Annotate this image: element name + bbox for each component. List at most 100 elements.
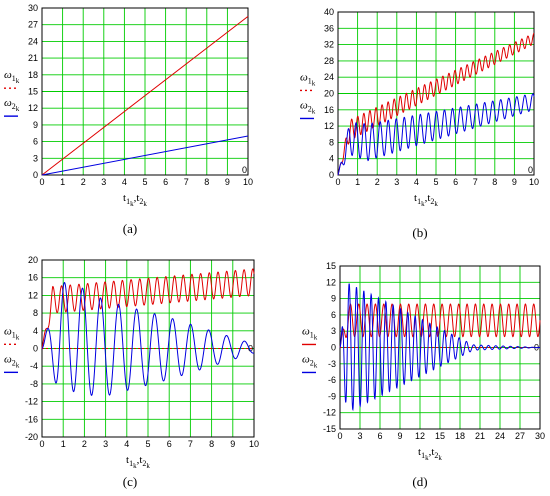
chart-panel-2: 0 1 2 3 4 5 6 7 8 9 1004812162024283236400ω1kω2kt1… xyxy=(300,7,539,240)
series-line-w1 xyxy=(337,32,535,176)
x-tick-label: 27 xyxy=(515,431,525,441)
y-tick-label: 24 xyxy=(28,36,38,46)
chart-panel-3: 0 1 2 3 4 5 6 7 8 9 10-20-16-12-8-40481216200ω1kω2… xyxy=(4,255,259,489)
x-axis-label: t1k,t2k xyxy=(414,192,438,208)
y-tick-label: -8 xyxy=(30,379,38,389)
x-tick-label: 0 xyxy=(39,177,44,187)
x-tick-label: 8 xyxy=(209,439,214,449)
x-tick-label: 6 xyxy=(167,439,172,449)
series-line-w1 xyxy=(41,15,249,176)
x-tick-label: 9 xyxy=(225,177,230,187)
y-tick-label: 30 xyxy=(28,3,38,13)
y-tick-label: -3 xyxy=(328,359,336,369)
x-tick-label: 9 xyxy=(397,431,402,441)
x-tick-label: 1 xyxy=(355,177,360,187)
x-axis-label: t1k,t2k xyxy=(123,192,147,208)
series-line-w1 xyxy=(339,303,541,348)
x-tick-label: 1 xyxy=(60,177,65,187)
x-axis-label: t1k,t2k xyxy=(126,454,150,470)
y-tick-label: 0 xyxy=(331,343,336,353)
y-tick-label: -16 xyxy=(25,414,38,424)
x-tick-label: 0 xyxy=(337,431,342,441)
y-tick-label: 6 xyxy=(331,310,336,320)
y-tick-label: 0 xyxy=(33,170,38,180)
x-tick-label: 30 xyxy=(535,431,545,441)
y-tick-label: -15 xyxy=(323,424,336,434)
y-tick-label: 8 xyxy=(33,308,38,318)
x-tick-label: 6 xyxy=(453,177,458,187)
y-tick-label: 4 xyxy=(33,326,38,336)
series-line-w1 xyxy=(41,268,255,349)
series-line-w2 xyxy=(41,282,255,396)
y-tick-label: 0 xyxy=(329,170,334,180)
panel-caption: (b) xyxy=(412,225,427,240)
x-tick-label: 10 xyxy=(529,177,539,187)
x-tick-label: 24 xyxy=(495,431,505,441)
x-tick-label: 1 xyxy=(61,439,66,449)
x-tick-label: 6 xyxy=(163,177,168,187)
x-tick-label: 8 xyxy=(492,177,497,187)
y-tick-label: 12 xyxy=(326,277,336,287)
x-tick-label: 4 xyxy=(122,177,127,187)
y-tick-label: -4 xyxy=(30,361,38,371)
y-tick-label: 40 xyxy=(324,7,334,17)
x-tick-label: 7 xyxy=(184,177,189,187)
x-tick-label: 7 xyxy=(473,177,478,187)
plot-frame xyxy=(41,7,249,176)
y-tick-label: 24 xyxy=(324,72,334,82)
y-tick-label: 18 xyxy=(28,70,38,80)
y-tick-label: 4 xyxy=(329,154,334,164)
chart-panel-4: 0 3 6 9 12 15 18 21 24 27 30-15-12-9-6-3036912150ω… xyxy=(302,261,545,489)
x-tick-label: 10 xyxy=(249,439,259,449)
y-tick-label: 3 xyxy=(33,153,38,163)
end-marker-label: 0 xyxy=(242,165,247,175)
x-tick-label: 5 xyxy=(145,439,150,449)
chart-panel-1: 0 1 2 3 4 5 6 7 8 9 100369121518212427300ω1kω2kt1k… xyxy=(4,3,253,236)
x-tick-label: 12 xyxy=(415,431,425,441)
y-tick-label: -9 xyxy=(328,391,336,401)
x-tick-label: 2 xyxy=(82,439,87,449)
y-tick-label: 12 xyxy=(324,121,334,131)
x-tick-label: 0 xyxy=(39,439,44,449)
y-tick-label: 8 xyxy=(329,137,334,147)
x-tick-label: 18 xyxy=(455,431,465,441)
y-tick-label: 9 xyxy=(33,120,38,130)
x-tick-label: 3 xyxy=(101,177,106,187)
y-tick-label: 20 xyxy=(324,89,334,99)
y-tick-label: -6 xyxy=(328,375,336,385)
y-tick-label: 27 xyxy=(28,20,38,30)
x-tick-label: 3 xyxy=(357,431,362,441)
x-tick-label: 3 xyxy=(394,177,399,187)
legend-label: ω2k xyxy=(300,99,316,115)
y-tick-label: 16 xyxy=(28,273,38,283)
legend-label: ω2k xyxy=(4,97,20,113)
series-line-w2 xyxy=(337,93,535,176)
y-tick-label: 21 xyxy=(28,53,38,63)
x-tick-label: 21 xyxy=(475,431,485,441)
y-tick-label: 12 xyxy=(28,103,38,113)
panel-caption: (a) xyxy=(123,221,137,236)
series-line-w2 xyxy=(41,135,249,176)
x-tick-label: 8 xyxy=(204,177,209,187)
x-tick-label: 5 xyxy=(142,177,147,187)
y-tick-label: 3 xyxy=(331,326,336,336)
y-tick-label: -20 xyxy=(25,432,38,442)
y-tick-label: 15 xyxy=(28,87,38,97)
y-tick-label: 15 xyxy=(326,261,336,271)
x-tick-label: 6 xyxy=(377,431,382,441)
end-marker-label: 0 xyxy=(528,165,533,175)
x-tick-label: 4 xyxy=(124,439,129,449)
panel-caption: (c) xyxy=(123,474,137,489)
y-tick-label: 12 xyxy=(28,290,38,300)
x-tick-label: 3 xyxy=(103,439,108,449)
x-tick-label: 2 xyxy=(81,177,86,187)
x-tick-label: 0 xyxy=(335,177,340,187)
legend-label: ω1k xyxy=(302,325,318,341)
y-tick-label: 6 xyxy=(33,137,38,147)
legend-label: ω1k xyxy=(4,325,20,341)
y-tick-label: 0 xyxy=(33,344,38,354)
y-tick-label: 16 xyxy=(324,105,334,115)
x-tick-label: 10 xyxy=(243,177,253,187)
x-tick-label: 5 xyxy=(433,177,438,187)
